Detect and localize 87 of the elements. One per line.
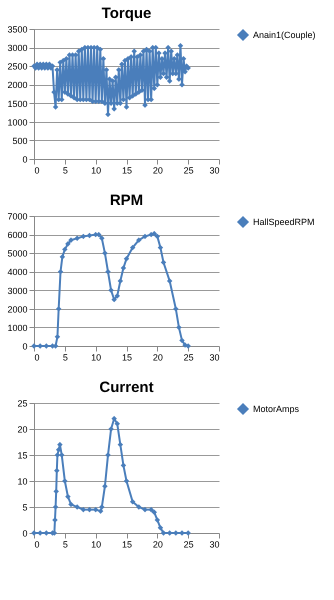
point	[152, 230, 157, 236]
point	[62, 246, 68, 252]
x-tick-label: 30	[209, 352, 220, 362]
x-tick-label: 15	[122, 166, 132, 176]
x-tick-label: 10	[91, 166, 102, 176]
x-tick-label: 5	[62, 352, 68, 362]
x-tick-label: 0	[34, 166, 40, 176]
point	[173, 306, 179, 312]
y-tick-label: 3000	[7, 43, 28, 54]
point	[68, 502, 74, 508]
x-tick-label: 0	[34, 540, 40, 550]
point	[111, 296, 117, 302]
point	[102, 250, 108, 256]
point	[130, 499, 136, 505]
y-tick-label: 0	[22, 528, 28, 538]
x-tick-label: 15	[122, 352, 132, 362]
point	[108, 426, 114, 432]
chart-title: RPM	[110, 192, 144, 209]
y-tick-label: 25	[17, 398, 28, 408]
x-tick-label: 15	[122, 540, 132, 550]
x-tick-label: 20	[152, 540, 163, 550]
legend-label: HallSpeedRPM	[253, 217, 315, 227]
point	[98, 508, 104, 514]
point	[152, 509, 157, 515]
point	[105, 452, 111, 458]
point	[158, 244, 164, 250]
x-tick-label: 10	[91, 540, 102, 550]
y-tick-label: 20	[17, 424, 28, 434]
point	[130, 244, 136, 250]
chart-title: Current	[99, 379, 154, 396]
point	[176, 324, 182, 330]
y-tick-label: 2000	[7, 304, 28, 314]
y-tick-label: 7000	[7, 212, 28, 222]
legend-label: MotorAmps	[253, 404, 300, 414]
point	[124, 256, 130, 262]
point	[74, 236, 80, 242]
point	[136, 237, 142, 243]
point	[74, 504, 80, 510]
x-tick-label: 0	[34, 352, 40, 362]
x-tick-label: 25	[184, 352, 194, 362]
chart-title: Torque	[102, 5, 152, 22]
y-tick-label: 10	[17, 476, 28, 486]
x-tick-label: 30	[209, 540, 220, 550]
point	[154, 234, 160, 240]
x-tick-label: 20	[152, 166, 163, 176]
x-tick-label: 5	[62, 166, 68, 176]
x-tick-label: 25	[184, 540, 194, 550]
point	[120, 462, 126, 468]
point	[65, 241, 71, 247]
y-tick-label: 1500	[7, 98, 28, 109]
y-tick-label: 1000	[7, 322, 28, 333]
y-tick-label: 5000	[7, 248, 28, 259]
point	[114, 293, 120, 299]
y-tick-label: 15	[17, 450, 28, 460]
point	[86, 232, 92, 238]
point	[120, 265, 126, 271]
y-tick-label: 6000	[7, 230, 28, 240]
point	[158, 525, 164, 531]
y-tick-label: 0	[22, 342, 28, 352]
y-tick-label: 3000	[7, 286, 28, 296]
y-tick-label: 2000	[7, 80, 28, 90]
point	[166, 278, 172, 284]
legend-label: Anain1(Couple)	[253, 30, 316, 40]
point	[108, 288, 114, 294]
y-tick-label: 2500	[7, 62, 28, 72]
y-tick-label: 500	[12, 136, 28, 146]
point	[179, 338, 185, 344]
x-tick-label: 5	[62, 540, 68, 550]
y-tick-label: 0	[22, 154, 28, 164]
point	[99, 504, 105, 510]
x-tick-label: 20	[152, 352, 163, 362]
x-tick-label: 25	[184, 166, 194, 176]
x-tick-label: 30	[209, 166, 220, 176]
point	[142, 234, 148, 240]
point	[124, 478, 130, 484]
y-tick-label: 1000	[7, 117, 28, 128]
point	[154, 517, 160, 523]
point	[99, 236, 105, 242]
point	[68, 237, 74, 243]
point	[136, 504, 142, 510]
y-tick-label: 3500	[7, 24, 28, 34]
point	[118, 278, 124, 284]
x-tick-label: 10	[91, 352, 102, 362]
point	[160, 260, 166, 266]
y-tick-label: 4000	[7, 267, 28, 278]
y-tick-label: 5	[22, 502, 28, 512]
point	[111, 416, 117, 422]
